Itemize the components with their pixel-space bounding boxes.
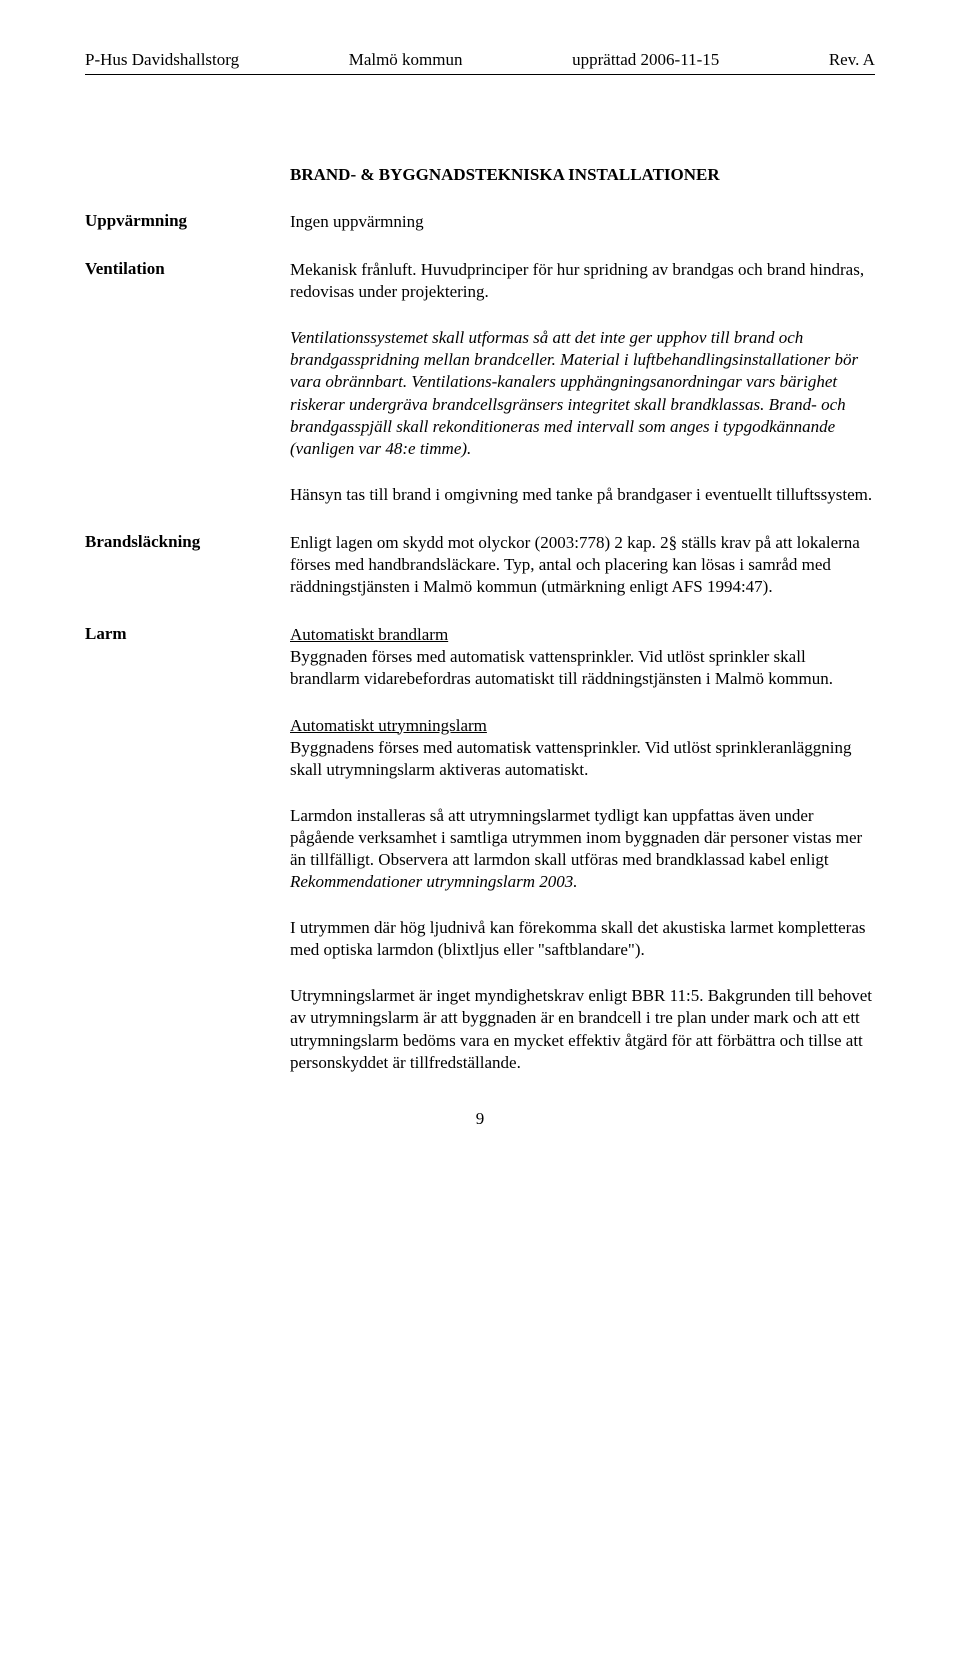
label-larm: Larm [85, 624, 290, 644]
content-uppvarmning: Ingen uppvärmning [290, 211, 875, 233]
ventilation-p1: Mekanisk frånluft. Huvudprinciper för hu… [290, 259, 875, 303]
larm-block2: Automatiskt utrymningslarm Byggnadens fö… [290, 715, 875, 781]
section-title: BRAND- & BYGGNADSTEKNISKA INSTALLATIONER [290, 165, 875, 185]
content-larm: Automatiskt brandlarm Byggnaden förses m… [290, 624, 875, 1074]
document-page: P-Hus Davidshallstorg Malmö kommun upprä… [0, 0, 960, 1169]
larm-p3a: Larmdon installeras så att utrymningslar… [290, 806, 862, 869]
larm-p1: Byggnaden förses med automatisk vattensp… [290, 647, 833, 688]
header-date: upprättad 2006-11-15 [572, 50, 719, 70]
content-brandslackning: Enligt lagen om skydd mot olyckor (2003:… [290, 532, 875, 598]
page-header: P-Hus Davidshallstorg Malmö kommun upprä… [85, 50, 875, 70]
header-center: Malmö kommun [349, 50, 463, 70]
ventilation-p2: Ventilationssystemet skall utformas så a… [290, 327, 875, 460]
content-ventilation: Mekanisk frånluft. Huvudprinciper för hu… [290, 259, 875, 506]
ventilation-p3: Hänsyn tas till brand i omgivning med ta… [290, 484, 875, 506]
larm-p2: Byggnadens förses med automatisk vattens… [290, 738, 851, 779]
uppvarmning-text: Ingen uppvärmning [290, 211, 875, 233]
label-brandslackning: Brandsläckning [85, 532, 290, 552]
brandslackning-p1: Enligt lagen om skydd mot olyckor (2003:… [290, 532, 875, 598]
larm-p3: Larmdon installeras så att utrymningslar… [290, 805, 875, 893]
larm-p3b: Rekommendationer utrymningslarm 2003. [290, 872, 578, 891]
larm-block1: Automatiskt brandlarm Byggnaden förses m… [290, 624, 875, 690]
larm-p4: I utrymmen där hög ljudnivå kan förekomm… [290, 917, 875, 961]
label-uppvarmning: Uppvärmning [85, 211, 290, 231]
label-ventilation: Ventilation [85, 259, 290, 279]
header-left: P-Hus Davidshallstorg [85, 50, 239, 70]
row-larm: Larm Automatiskt brandlarm Byggnaden för… [85, 624, 875, 1074]
header-rev: Rev. A [829, 50, 875, 70]
row-uppvarmning: Uppvärmning Ingen uppvärmning [85, 211, 875, 233]
page-number: 9 [85, 1109, 875, 1129]
header-rule [85, 74, 875, 75]
row-brandslackning: Brandsläckning Enligt lagen om skydd mot… [85, 532, 875, 598]
row-ventilation: Ventilation Mekanisk frånluft. Huvudprin… [85, 259, 875, 506]
larm-h1: Automatiskt brandlarm [290, 625, 448, 644]
larm-h2: Automatiskt utrymningslarm [290, 716, 487, 735]
larm-p5: Utrymningslarmet är inget myndighetskrav… [290, 985, 875, 1073]
